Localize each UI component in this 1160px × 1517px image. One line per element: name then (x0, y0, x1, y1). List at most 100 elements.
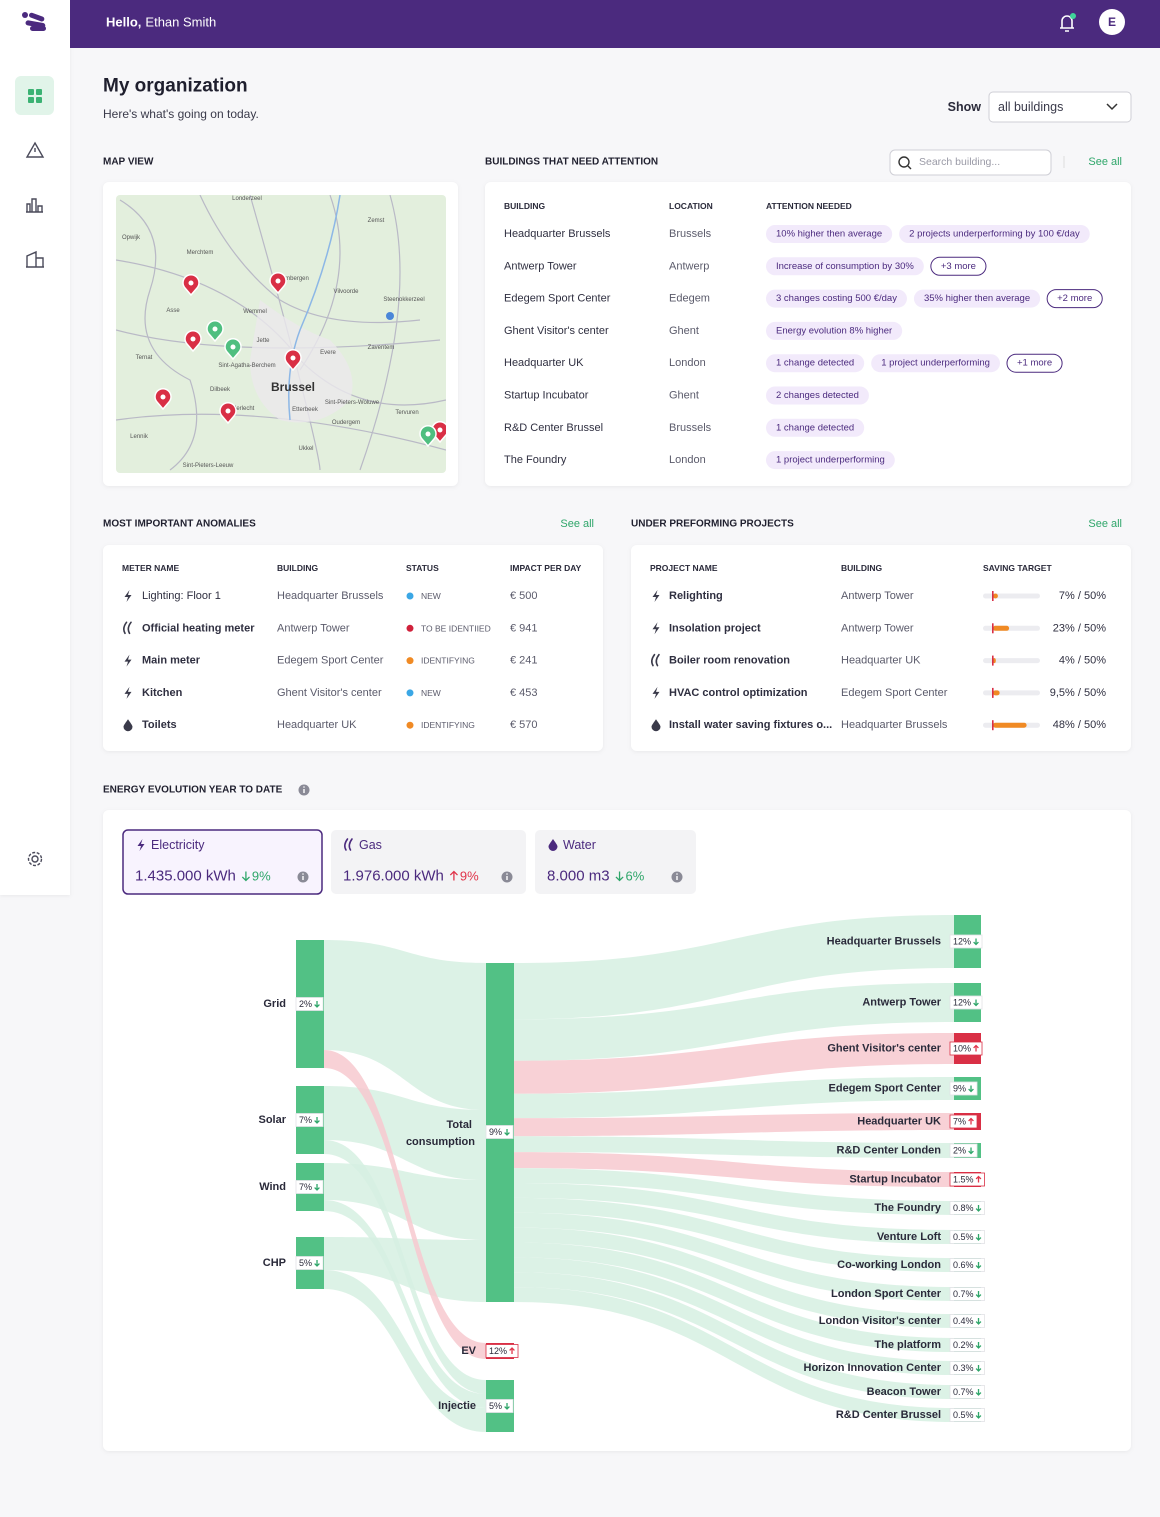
pct-box (295, 997, 324, 1011)
pct-box (949, 1287, 985, 1301)
more-pill[interactable] (1006, 353, 1063, 373)
building-name: Antwerp Tower (841, 590, 914, 602)
tab-value: 1.976.000 kWh (343, 868, 444, 885)
trend-arrow (975, 1175, 982, 1183)
project-name: Insolation project (669, 622, 761, 634)
node-label: Antwerp Tower (862, 997, 941, 1009)
node-label: The Foundry (874, 1202, 941, 1214)
electricity-icon (652, 622, 660, 635)
map-place: Ukkel (298, 446, 313, 452)
nav-analytics[interactable] (26, 198, 43, 213)
electricity-icon (124, 590, 132, 602)
building-name: Antwerp Tower (504, 260, 577, 272)
sankey-flow (324, 1086, 486, 1180)
attention-tag (766, 257, 924, 276)
building-name: Ghent Visitor's center (504, 325, 609, 337)
nav-dashboard[interactable] (15, 76, 54, 115)
pct-box (949, 934, 983, 949)
status: IDENTIFYING (421, 720, 475, 730)
project-name: Boiler room renovation (669, 655, 790, 667)
nav-buildings[interactable] (26, 250, 44, 268)
column-header: BUILDING (841, 563, 882, 573)
energy-tab[interactable] (535, 830, 696, 894)
trend-arrow (314, 1117, 320, 1124)
energy-tab[interactable] (331, 830, 526, 894)
nav-settings[interactable] (31, 855, 39, 863)
sankey-flow (514, 1227, 954, 1328)
sankey-flow (514, 1152, 954, 1187)
water-icon (651, 719, 661, 732)
notifications[interactable] (1060, 13, 1076, 32)
nav-icons[interactable] (25, 141, 45, 867)
trend-arrow (975, 1291, 982, 1298)
energy-tab[interactable] (122, 829, 323, 895)
location: Brussels (669, 228, 712, 240)
building-name: Antwerp Tower (277, 622, 350, 634)
progress-track (983, 690, 1040, 696)
tag-label: 35% higher then average (924, 293, 1030, 304)
node-label: London Sport Center (831, 1288, 942, 1300)
pin-dot (437, 427, 443, 433)
node-label: EV (461, 1345, 476, 1357)
pct-label: 0.7% (953, 1387, 974, 1397)
pct-label: 12% (953, 998, 971, 1008)
building-select[interactable] (988, 91, 1132, 123)
progress-fill (993, 625, 1010, 631)
attention-tag (899, 225, 1090, 243)
pct-label: 1.5% (953, 1175, 974, 1185)
status: IDENTIFYING (421, 656, 475, 666)
sankey-flow (324, 940, 486, 1110)
more-pill[interactable] (1046, 289, 1103, 309)
pct-box (949, 995, 983, 1010)
pin-dot (212, 326, 218, 332)
sankey-flow (324, 1200, 486, 1408)
trend-arrow (968, 1147, 974, 1155)
see-all[interactable]: See all (560, 518, 594, 530)
column-header: IMPACT PER DAY (510, 563, 582, 573)
saving-label: 9,5% / 50% (1050, 687, 1106, 699)
trend-arrow (973, 999, 979, 1007)
more-pill[interactable] (930, 256, 987, 276)
sankey-flow (514, 1033, 954, 1094)
progress-track (983, 593, 1040, 599)
nav-alerts[interactable] (25, 141, 45, 158)
progress-marker (992, 591, 994, 601)
see-all[interactable]: See all (1088, 156, 1122, 168)
map-place: Sint-Pieters-Leeuw (183, 463, 234, 469)
sankey-flow (514, 983, 954, 1061)
tag-label: 1 change detected (776, 422, 854, 433)
logo (22, 12, 46, 31)
node-label: R&D Center Brussel (836, 1409, 941, 1421)
electricity-icon (124, 654, 132, 667)
tag-label: 1 project underperforming (881, 358, 990, 369)
pct-label: 12% (489, 1346, 507, 1356)
node-label: Headquarter UK (857, 1116, 941, 1128)
see-all[interactable]: See all (1088, 518, 1122, 530)
avatar[interactable] (1099, 9, 1125, 35)
greeting: Hello, (106, 15, 141, 30)
impact: € 500 (510, 590, 538, 602)
info-icon[interactable] (298, 784, 310, 796)
node-label: Grid (263, 998, 286, 1010)
search-box[interactable] (889, 149, 1052, 176)
impact: € 241 (510, 655, 538, 667)
pct-label: 0.4% (953, 1316, 974, 1326)
meter-name: Lighting: Floor 1 (142, 590, 221, 602)
trend-arrow (975, 1234, 982, 1241)
sankey-flow (514, 1272, 954, 1399)
node-label: Solar (258, 1114, 286, 1126)
status: NEW (421, 688, 441, 698)
search-placeholder: Search building... (919, 156, 1000, 168)
map-place: Ternat (136, 355, 153, 361)
node-label: Venture Loft (877, 1231, 942, 1243)
trend-arrow (504, 1129, 510, 1136)
page-title: My organization (103, 76, 248, 97)
pin-dot (425, 431, 431, 437)
tag-label: 3 changes costing 500 €/day (776, 293, 897, 304)
progress-marker (992, 655, 994, 666)
map[interactable]: Londerzeel Zemst Opwijk Merchtem Grimbergen V… (116, 195, 448, 473)
map-place: Sint-Pieters-Woluwe (325, 400, 380, 406)
pct-label: 0.5% (953, 1232, 974, 1242)
pct-box (949, 1172, 985, 1187)
